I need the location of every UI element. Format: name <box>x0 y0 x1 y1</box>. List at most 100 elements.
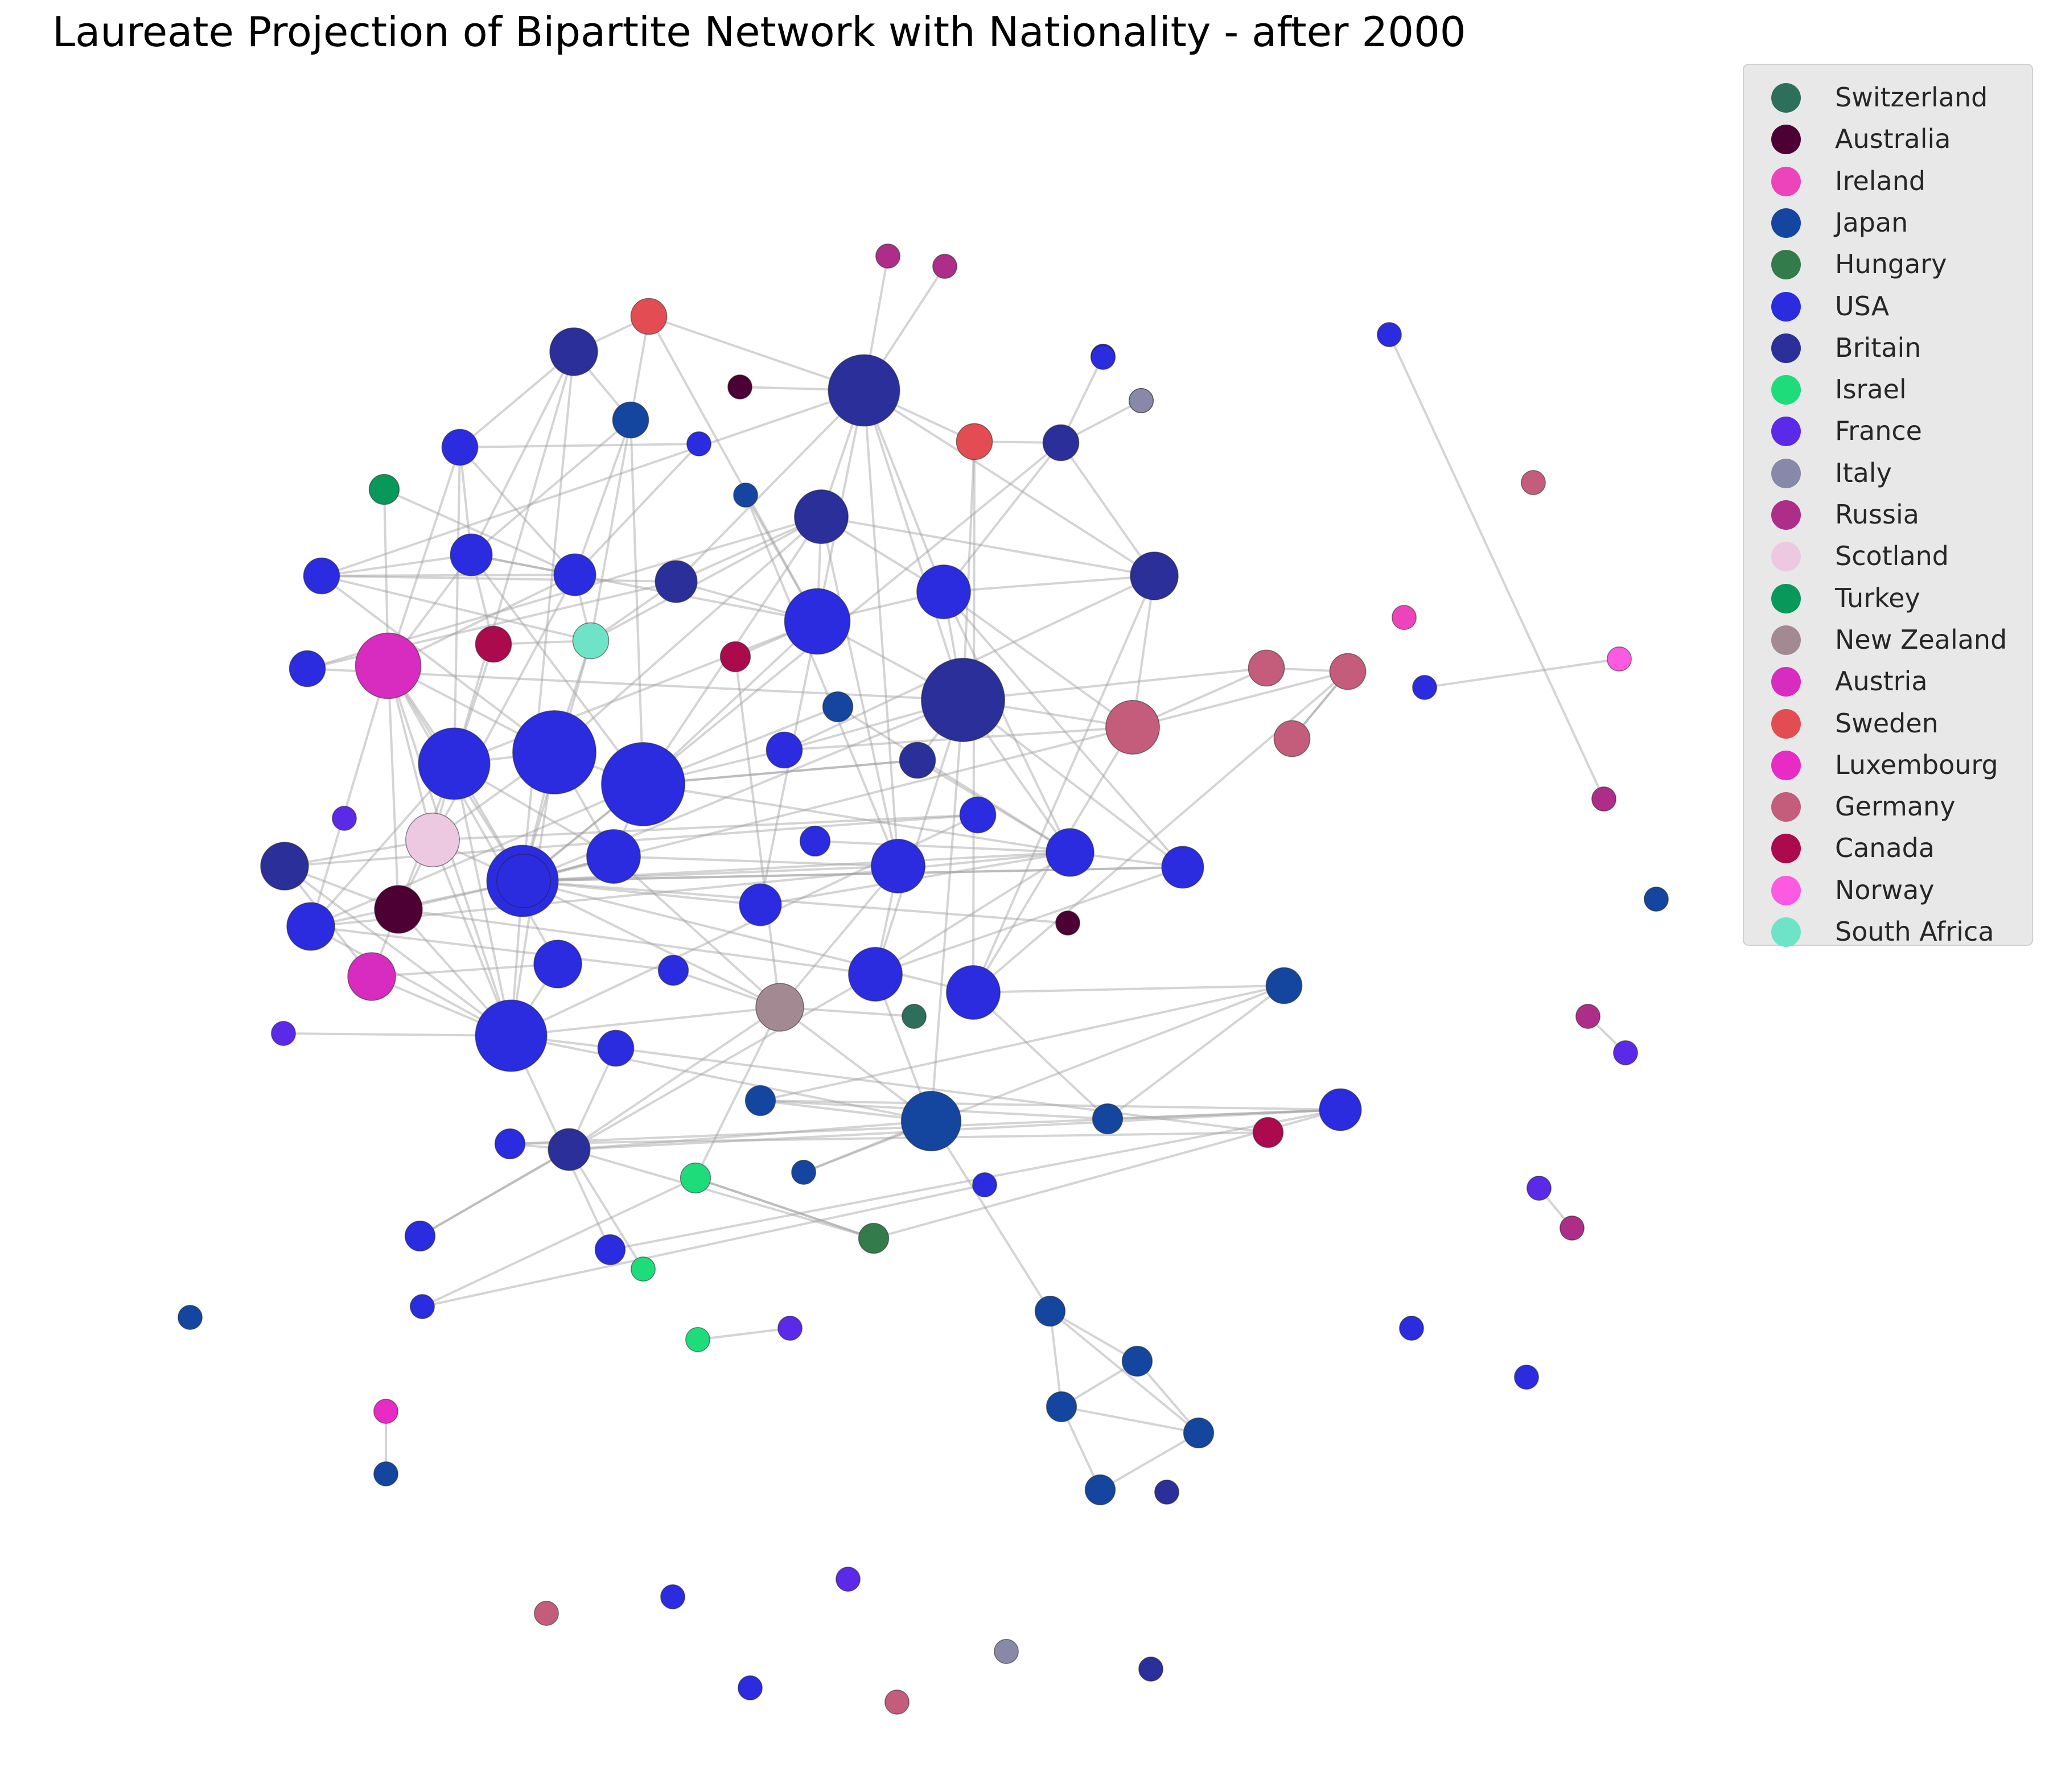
node-australia[interactable] <box>1055 911 1080 936</box>
node-usa[interactable] <box>404 1220 436 1252</box>
node-russia[interactable] <box>932 254 957 279</box>
node-japan[interactable] <box>822 691 854 723</box>
node-usa[interactable] <box>601 742 685 826</box>
node-russia[interactable] <box>1575 1004 1600 1029</box>
node-britain[interactable] <box>921 658 1005 742</box>
node-sweden[interactable] <box>630 298 668 335</box>
node-usa[interactable] <box>871 839 925 893</box>
node-japan[interactable] <box>1644 887 1669 912</box>
node-usa[interactable] <box>972 1172 997 1197</box>
node-germany[interactable] <box>1329 653 1367 690</box>
node-usa[interactable] <box>916 565 971 619</box>
node-usa[interactable] <box>1161 846 1204 889</box>
node-usa[interactable] <box>512 710 596 794</box>
node-britain[interactable] <box>260 842 309 891</box>
node-germany[interactable] <box>534 1601 559 1626</box>
node-japan[interactable] <box>900 1090 962 1152</box>
node-usa[interactable] <box>586 829 641 884</box>
node-usa[interactable] <box>289 650 326 687</box>
node-usa[interactable] <box>946 965 1001 1020</box>
node-japan[interactable] <box>733 483 758 508</box>
node-israel[interactable] <box>685 1327 710 1352</box>
node-usa[interactable] <box>594 1234 626 1266</box>
node-japan[interactable] <box>373 1461 398 1486</box>
node-japan[interactable] <box>612 401 649 439</box>
node-france[interactable] <box>1613 1040 1638 1065</box>
node-norway[interactable] <box>1607 646 1632 672</box>
node-usa[interactable] <box>286 902 335 951</box>
node-japan[interactable] <box>1084 1474 1116 1506</box>
node-britain[interactable] <box>1130 551 1179 600</box>
node-australia[interactable] <box>727 374 752 399</box>
node-usa[interactable] <box>1319 1088 1362 1131</box>
node-britain[interactable] <box>828 354 900 427</box>
node-japan[interactable] <box>1046 1391 1077 1423</box>
node-usa[interactable] <box>739 883 782 926</box>
node-hungary[interactable] <box>858 1222 890 1254</box>
node-japan[interactable] <box>1034 1295 1066 1327</box>
node-usa[interactable] <box>660 1584 685 1609</box>
node-new-zealand[interactable] <box>755 983 804 1032</box>
node-usa[interactable] <box>784 588 851 655</box>
node-usa[interactable] <box>553 553 596 596</box>
node-usa[interactable] <box>1091 345 1116 370</box>
node-usa[interactable] <box>496 854 551 908</box>
node-france[interactable] <box>1526 1176 1552 1201</box>
node-japan[interactable] <box>791 1160 816 1185</box>
node-britain[interactable] <box>1154 1480 1179 1505</box>
node-britain[interactable] <box>549 327 598 376</box>
node-usa[interactable] <box>1377 322 1402 347</box>
node-japan[interactable] <box>178 1305 203 1330</box>
node-usa[interactable] <box>494 1128 526 1160</box>
node-germany[interactable] <box>884 1690 910 1715</box>
node-usa[interactable] <box>418 727 491 800</box>
node-germany[interactable] <box>1273 720 1311 757</box>
node-sweden[interactable] <box>956 423 993 460</box>
node-usa[interactable] <box>1046 828 1094 877</box>
node-australia[interactable] <box>374 885 423 934</box>
node-britain[interactable] <box>1138 1657 1163 1682</box>
node-usa[interactable] <box>1412 675 1437 700</box>
node-israel[interactable] <box>631 1257 656 1282</box>
node-france[interactable] <box>332 806 357 831</box>
node-japan[interactable] <box>1183 1417 1215 1449</box>
node-canada[interactable] <box>475 625 512 663</box>
node-russia[interactable] <box>1591 786 1616 811</box>
node-britain[interactable] <box>899 741 936 779</box>
node-usa[interactable] <box>686 431 711 456</box>
node-japan[interactable] <box>1121 1345 1153 1377</box>
node-usa[interactable] <box>799 825 831 857</box>
node-britain[interactable] <box>1042 424 1080 462</box>
node-japan[interactable] <box>1092 1103 1124 1135</box>
node-britain[interactable] <box>794 489 849 544</box>
node-usa[interactable] <box>848 947 903 1002</box>
node-russia[interactable] <box>875 244 900 269</box>
node-japan[interactable] <box>1265 967 1303 1004</box>
node-britain[interactable] <box>655 560 698 603</box>
node-ireland[interactable] <box>1392 605 1417 630</box>
node-france[interactable] <box>271 1021 296 1046</box>
node-germany[interactable] <box>1521 470 1546 495</box>
node-usa[interactable] <box>738 1675 763 1700</box>
node-usa[interactable] <box>959 796 997 834</box>
node-france[interactable] <box>836 1567 861 1592</box>
node-turkey[interactable] <box>368 473 400 505</box>
node-south-africa[interactable] <box>572 622 610 660</box>
node-canada[interactable] <box>1252 1117 1284 1148</box>
node-usa[interactable] <box>450 533 493 576</box>
node-usa[interactable] <box>1514 1365 1539 1390</box>
node-usa[interactable] <box>766 731 803 769</box>
node-usa[interactable] <box>1399 1316 1424 1341</box>
node-france[interactable] <box>777 1316 803 1341</box>
node-germany[interactable] <box>1248 649 1285 687</box>
node-usa[interactable] <box>597 1029 635 1067</box>
node-usa[interactable] <box>441 429 479 466</box>
node-austria[interactable] <box>355 632 422 699</box>
node-canada[interactable] <box>719 641 751 673</box>
node-usa[interactable] <box>475 999 548 1072</box>
node-israel[interactable] <box>680 1162 711 1194</box>
node-britain[interactable] <box>548 1128 591 1171</box>
node-germany[interactable] <box>1105 700 1160 755</box>
node-usa[interactable] <box>410 1294 435 1319</box>
node-austria[interactable] <box>347 952 396 1001</box>
